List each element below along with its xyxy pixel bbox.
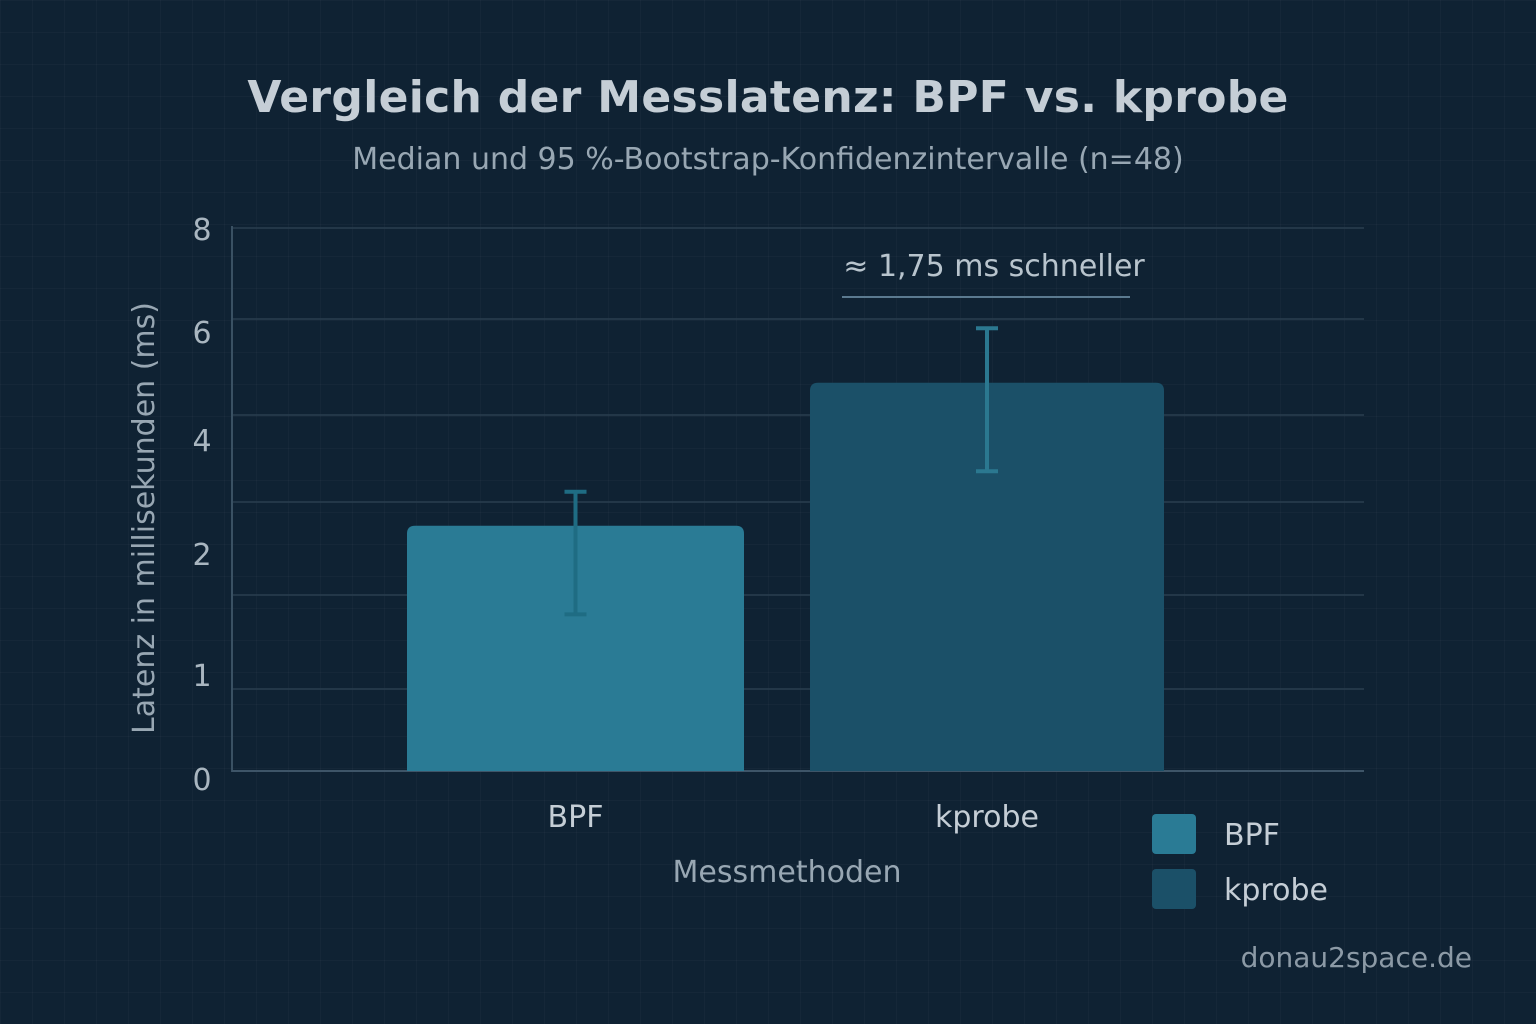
y-tick-label: 6 bbox=[192, 316, 211, 351]
y-tick-label: 0 bbox=[192, 763, 211, 798]
x-tick-labels: BPF kprobe bbox=[548, 800, 1039, 835]
y-tick-labels: 8 6 4 2 1 0 bbox=[192, 213, 211, 798]
x-axis-label: Messmethoden bbox=[673, 855, 902, 890]
error-bars bbox=[564, 326, 998, 617]
bar-bpf bbox=[407, 525, 744, 771]
x-tick-label-kprobe: kprobe bbox=[935, 800, 1039, 835]
grid-lines bbox=[232, 227, 1364, 690]
y-tick-label: 2 bbox=[192, 538, 211, 573]
legend-label-kprobe: kprobe bbox=[1224, 873, 1328, 908]
bars bbox=[407, 382, 1164, 771]
chart-title: Vergleich der Messlatenz: BPF vs. kprobe bbox=[247, 72, 1289, 123]
chart-subtitle: Median und 95 %-Bootstrap-Konfidenzinter… bbox=[352, 142, 1184, 177]
legend-label-bpf: BPF bbox=[1224, 818, 1280, 853]
x-tick-label-bpf: BPF bbox=[548, 800, 604, 835]
legend-swatch-bpf bbox=[1152, 814, 1196, 854]
y-tick-label: 8 bbox=[192, 213, 211, 248]
y-tick-label: 1 bbox=[192, 659, 211, 694]
difference-annotation: ≈ 1,75 ms schneller bbox=[843, 249, 1145, 284]
bar-kprobe bbox=[810, 382, 1164, 771]
legend-swatch-kprobe bbox=[1152, 869, 1196, 909]
y-tick-label: 4 bbox=[192, 424, 211, 459]
y-axis-label: Latenz in millisekunden (ms) bbox=[127, 302, 162, 734]
watermark: donau2space.de bbox=[1240, 941, 1472, 974]
legend: BPF kprobe bbox=[1152, 814, 1328, 909]
